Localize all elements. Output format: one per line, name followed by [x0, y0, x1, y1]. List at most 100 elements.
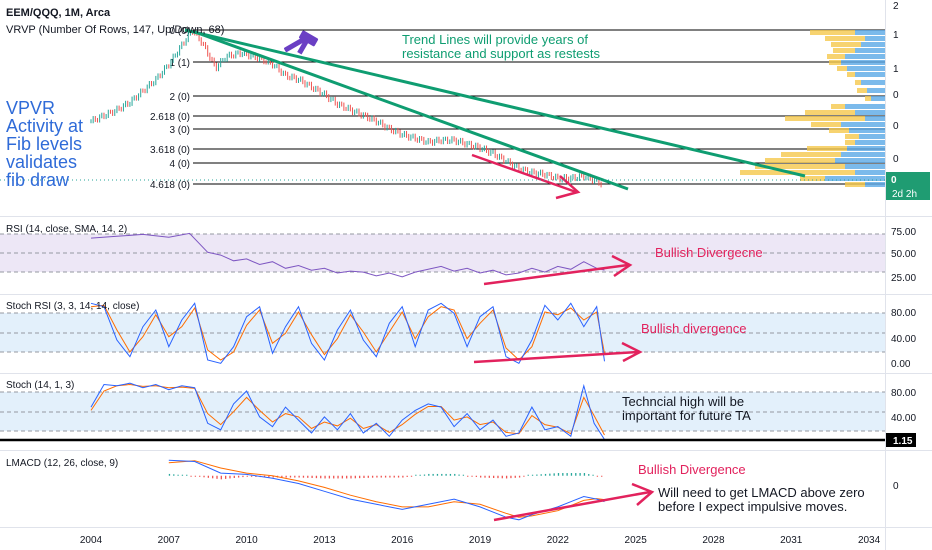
- volume-row-up-12: [805, 110, 855, 115]
- lmacd-bar-83: [527, 474, 529, 476]
- time-tick-2: 2010: [235, 535, 258, 546]
- svg-text:0.00: 0.00: [891, 359, 911, 370]
- lmacd-bar-0: [168, 473, 171, 476]
- lmacd-bar-14: [229, 475, 231, 479]
- fib-label-4: 3 (0): [169, 125, 190, 136]
- lmacd-bar-59: [423, 474, 426, 476]
- lmacd-bar-13: [225, 475, 227, 479]
- svg-text:Will need to get LMACD above z: Will need to get LMACD above zero: [658, 485, 865, 500]
- lmacd-bar-43: [354, 475, 356, 479]
- volume-row-up-23: [800, 176, 825, 181]
- last-price-label: 0: [891, 175, 897, 186]
- stoch-k-line: [90, 382, 605, 440]
- time-tick-7: 2025: [625, 535, 648, 546]
- rsi-label: RSI (14, close, SMA, 14, 2): [6, 224, 127, 235]
- time-tick-6: 2022: [547, 535, 570, 546]
- volume-row-down-3: [855, 48, 885, 53]
- price-candles: [90, 29, 602, 188]
- volume-row-down-24: [865, 182, 885, 187]
- lmacd-bar-89: [553, 473, 555, 476]
- lmacd-note: Bullish Divergence: [638, 462, 746, 477]
- time-tick-5: 2019: [469, 535, 492, 546]
- lmacd-bar-62: [436, 473, 439, 476]
- volume-row-down-16: [859, 134, 885, 139]
- lmacd-signal-line: [168, 460, 605, 518]
- lmacd-bar-75: [493, 475, 495, 478]
- fib-label-6: 4 (0): [169, 159, 190, 170]
- volume-row-up-8: [855, 80, 861, 85]
- volume-row-up-16: [845, 134, 859, 139]
- volume-row-down-4: [845, 54, 885, 59]
- lmacd-bar-68: [462, 474, 465, 476]
- lmacd-bar-55: [406, 475, 408, 477]
- volume-row-down-2: [861, 42, 885, 47]
- lmacd-bar-36: [324, 475, 326, 479]
- lmacd-bar-50: [384, 475, 387, 478]
- main-price-axis[interactable]: 2 1 1 0 0 0: [893, 1, 899, 165]
- svg-text:important for future TA: important for future TA: [622, 408, 751, 423]
- lmacd-bar-99: [596, 475, 599, 477]
- svg-text:Trend Lines will provide years: Trend Lines will provide years of: [402, 32, 588, 47]
- volume-row-up-20: [765, 158, 835, 163]
- volume-row-down-23: [825, 176, 885, 181]
- trendline-lower[interactable]: [194, 30, 629, 191]
- lmacd-bar-72: [480, 475, 482, 478]
- lmacd-bar-86: [540, 474, 542, 476]
- volume-row-up-21: [755, 164, 845, 169]
- last-price-badge: [886, 172, 930, 186]
- lmacd-bar-51: [389, 475, 391, 478]
- trendline-upper[interactable]: [184, 28, 806, 178]
- svg-text:40.00: 40.00: [891, 413, 916, 424]
- fib-label-2: 2 (0): [169, 92, 190, 103]
- volume-row-up-17: [845, 140, 855, 145]
- stochrsi-note: Bullish divergence: [641, 321, 747, 336]
- svg-text:Fib levels: Fib levels: [6, 134, 82, 154]
- stoch-highlight-label: 1.15: [893, 436, 913, 447]
- lmacd-bar-66: [454, 473, 456, 476]
- svg-text:80.00: 80.00: [891, 308, 916, 319]
- time-tick-9: 2031: [780, 535, 803, 546]
- lmacd-bar-27: [285, 475, 287, 478]
- hammer-icon: [283, 30, 319, 55]
- price-arrow: [471, 153, 581, 200]
- volume-row-up-15: [829, 128, 849, 133]
- lmacd-bar-56: [410, 475, 413, 477]
- lmacd-axis-zero: 0: [893, 481, 899, 492]
- lmacd-bar-7: [199, 475, 201, 477]
- time-axis[interactable]: 2004 2007 2010 2013 2016 2019 2022 2025 2028 2031…: [80, 535, 881, 546]
- lmacd-bar-32: [307, 475, 309, 478]
- lmacd-bar-48: [376, 475, 378, 478]
- lmacd-bar-31: [302, 475, 305, 478]
- volume-row-down-13: [865, 116, 885, 121]
- lmacd-bar-96: [583, 473, 586, 476]
- time-tick-8: 2028: [702, 535, 725, 546]
- lmacd-macd-line: [168, 459, 605, 521]
- lmacd-bar-28: [289, 475, 292, 478]
- lmacd-bar-71: [475, 475, 478, 477]
- lmacd-bar-39: [337, 475, 339, 479]
- volume-row-up-4: [827, 54, 845, 59]
- volume-row-down-15: [849, 128, 885, 133]
- lmacd-bar-100: [601, 475, 603, 477]
- volume-row-down-19: [841, 152, 885, 157]
- lmacd-bar-63: [441, 473, 443, 476]
- svg-text:80.00: 80.00: [891, 388, 916, 399]
- lmacd-bar-70: [471, 475, 473, 477]
- lmacd-bar-88: [549, 473, 551, 476]
- volume-row-up-7: [847, 72, 855, 77]
- stochrsi-label: Stoch RSI (3, 3, 14, 14, close): [6, 301, 139, 312]
- volume-row-down-1: [865, 36, 885, 41]
- lmacd-bar-67: [458, 474, 460, 476]
- lmacd-label: LMACD (12, 26, close, 9): [6, 458, 118, 469]
- lmacd-bar-87: [544, 473, 547, 476]
- time-tick-4: 2016: [391, 535, 414, 546]
- svg-text:Activity at: Activity at: [6, 116, 83, 136]
- volume-row-down-17: [855, 140, 885, 145]
- volume-row-down-11: [845, 104, 885, 109]
- symbol-title: EEM/QQQ, 1M, Arca: [6, 7, 111, 19]
- lmacd-arrow: [493, 482, 655, 522]
- lmacd-bar-64: [445, 473, 447, 476]
- lmacd-bar-6: [194, 475, 197, 477]
- lmacd-bar-18: [246, 475, 248, 477]
